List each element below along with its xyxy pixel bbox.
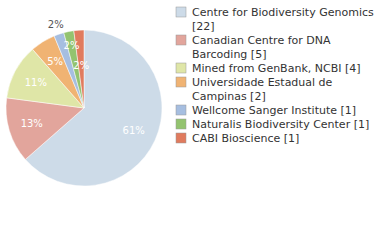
data-label: 2%: [73, 60, 89, 71]
legend-label: CABI Bioscience [1]: [192, 132, 299, 145]
legend-label: Naturalis Biodiversity Center [1]: [192, 118, 369, 131]
data-label: 5%: [47, 56, 63, 67]
data-label: 11%: [25, 77, 47, 88]
data-label: 2%: [48, 19, 64, 30]
legend-label: Universidade Estadual deCampinas [2]: [192, 76, 333, 103]
data-label: 2%: [64, 40, 80, 51]
legend-label: Canadian Centre for DNABarcoding [5]: [192, 34, 331, 61]
legend: Centre for Biodiversity Genomics[22]Cana…: [176, 6, 374, 145]
legend-swatch: [176, 35, 186, 45]
legend-swatch: [176, 77, 186, 87]
pie: 61%13%11%5%2%2%2%: [6, 19, 162, 186]
data-label: 61%: [123, 125, 145, 136]
legend-swatch: [176, 7, 186, 17]
chart: 61%13%11%5%2%2%2%Centre for Biodiversity…: [0, 0, 380, 240]
legend-swatch: [176, 105, 186, 115]
legend-label: Centre for Biodiversity Genomics[22]: [192, 6, 374, 33]
legend-swatch: [176, 133, 186, 143]
data-label: 13%: [21, 118, 43, 129]
legend-label: Mined from GenBank, NCBI [4]: [192, 62, 361, 75]
pie-slice: [6, 98, 84, 160]
legend-swatch: [176, 119, 186, 129]
legend-swatch: [176, 63, 186, 73]
legend-label: Wellcome Sanger Institute [1]: [192, 104, 356, 117]
